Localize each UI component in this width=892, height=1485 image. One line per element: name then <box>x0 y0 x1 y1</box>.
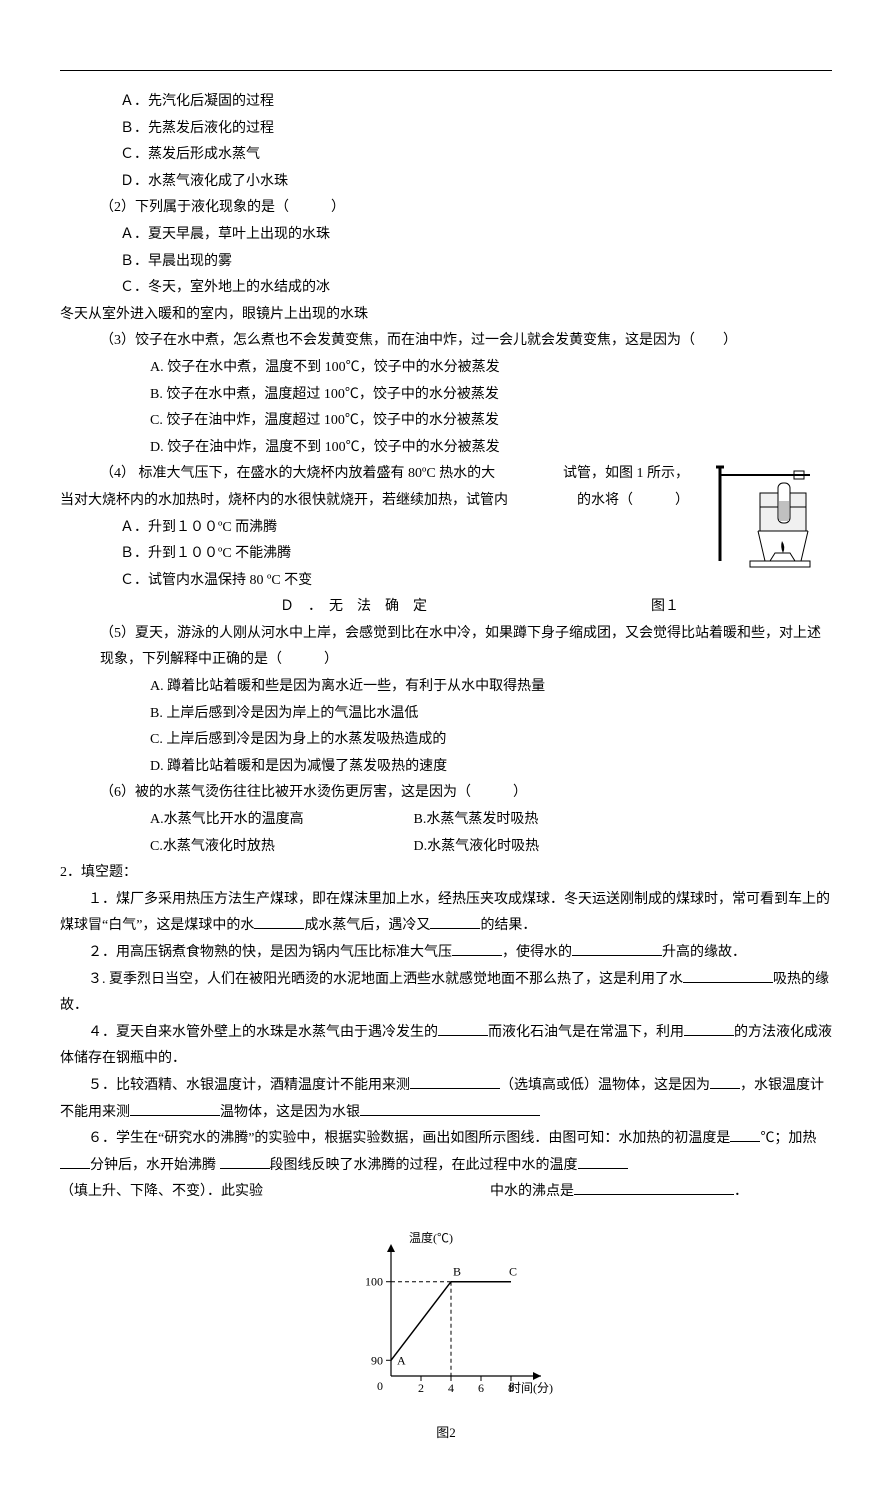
svg-text:B: B <box>453 1265 461 1279</box>
svg-text:C: C <box>509 1265 517 1279</box>
svg-text:100: 100 <box>365 1275 383 1289</box>
fill-5d: 温物体，这是因为水银 <box>220 1105 360 1120</box>
fill-6a: ６．学生在“研究水的沸腾”的实验中，根据实验数据，画出如图所示图线．由图可知：水… <box>88 1131 730 1146</box>
svg-text:A: A <box>397 1353 406 1367</box>
blank[interactable] <box>574 1181 734 1195</box>
svg-text:6: 6 <box>478 1381 484 1395</box>
q5-option-b: B. 上岸后感到冷是因为岸上的气温比水温低 <box>60 701 832 728</box>
q3-stem: （3）饺子在水中煮，怎么煮也不会发黄变焦，而在油中炸，过一会儿就会发黄变焦，这是… <box>60 328 832 355</box>
blank[interactable] <box>684 1022 734 1036</box>
blank[interactable] <box>410 1075 500 1089</box>
q1-option-b: Ｂ．先蒸发后液化的过程 <box>60 116 832 143</box>
blank[interactable] <box>130 1102 220 1116</box>
fill-1b: 成水蒸气后，遇冷又 <box>304 918 430 933</box>
q4-stem-right2: 的水将（ ） <box>577 488 689 515</box>
fill-2a: ２．用高压锅煮食物熟的快，是因为锅内气压比标准大气压 <box>88 945 452 960</box>
blank[interactable] <box>572 942 662 956</box>
fill-4b: 而液化石油气是在常温下，利用 <box>488 1025 684 1040</box>
svg-text:时间(分): 时间(分) <box>509 1381 553 1395</box>
figure-2: 9010024680温度(℃)时间(分)ABC 图2 <box>60 1226 832 1445</box>
fill-1c: 的结果． <box>480 918 536 933</box>
q3-option-d: D. 饺子在油中炸，温度不到 100℃，饺子中的水分被蒸发 <box>60 435 832 462</box>
fill-3: ３. 夏季烈日当空，人们在被阳光晒烫的水泥地面上洒些水就感觉地面不那么热了，这是… <box>60 967 832 1020</box>
q6-option-b: B.水蒸气蒸发时吸热 <box>414 812 539 827</box>
fill-6: ６．学生在“研究水的沸腾”的实验中，根据实验数据，画出如图所示图线．由图可知：水… <box>60 1126 832 1206</box>
blank[interactable] <box>220 1155 270 1169</box>
q6-option-a: A.水蒸气比开水的温度高 <box>150 807 410 834</box>
fill-6e: （填上升、下降、不变）．此实验 <box>60 1184 263 1199</box>
blank[interactable] <box>578 1155 628 1169</box>
q6-options-row2: C.水蒸气液化时放热 D.水蒸气液化时吸热 <box>60 834 832 861</box>
q4-stem-left1: （4） 标准大气压下，在盛水的大烧杯内放着盛有 80ºC 热水的大 <box>60 466 495 481</box>
svg-text:4: 4 <box>448 1381 454 1395</box>
horizontal-rule <box>60 70 832 71</box>
fill-5a: ５．比较酒精、水银温度计，酒精温度计不能用来测 <box>88 1078 410 1093</box>
q5-option-a: A. 蹲着比站着暖和些是因为离水近一些，有利于从水中取得热量 <box>60 674 832 701</box>
q1-option-d: Ｄ．水蒸气液化成了小水珠 <box>60 169 832 196</box>
fill-1: １．煤厂多采用热压方法生产煤球，即在煤沫里加上水，经热压夹攻成煤球．冬天运送刚制… <box>60 887 832 940</box>
fill-6f: 中水的沸点是 <box>490 1184 574 1199</box>
q2-option-b: Ｂ．早晨出现的雾 <box>60 249 832 276</box>
q5-option-d: D. 蹲着比站着暖和是因为减慢了蒸发吸热的速度 <box>60 754 832 781</box>
q6-option-c: C.水蒸气液化时放热 <box>150 834 410 861</box>
blank[interactable] <box>360 1102 540 1116</box>
q4-option-d: Ｄ ． 无 法 确 定 <box>60 594 427 621</box>
blank[interactable] <box>254 915 304 929</box>
blank[interactable] <box>730 1128 760 1142</box>
q2-stem: （2）下列属于液化现象的是（ ） <box>60 195 832 222</box>
blank[interactable] <box>430 915 480 929</box>
blank[interactable] <box>60 1155 90 1169</box>
figure-1-label: 图１ <box>427 594 689 621</box>
fill-heading: 2．填空题： <box>60 860 832 887</box>
test-tube-setup-icon <box>710 461 820 591</box>
svg-text:90: 90 <box>371 1353 383 1367</box>
q6-stem: （6）被的水蒸气烫伤往往比被开水烫伤更厉害，这是因为（ ） <box>60 780 832 807</box>
q5-option-c: C. 上岸后感到冷是因为身上的水蒸发吸热造成的 <box>60 727 832 754</box>
q2-option-c: Ｃ．冬天，室外地上的水结成的冰 <box>60 275 832 302</box>
q4-block: （4） 标准大气压下，在盛水的大烧杯内放着盛有 80ºC 热水的大 试管，如图 … <box>60 461 832 621</box>
q2-option-a: Ａ．夏天早晨，草叶上出现的水珠 <box>60 222 832 249</box>
svg-text:0: 0 <box>377 1379 383 1393</box>
blank[interactable] <box>452 942 502 956</box>
q5-stem: （5）夏天，游泳的人刚从河水中上岸，会感觉到比在水中冷，如果蹲下身子缩成团，又会… <box>60 621 832 674</box>
fill-5b: （选填高或低）温物体，这是因为 <box>500 1078 710 1093</box>
q1-option-c: Ｃ．蒸发后形成水蒸气 <box>60 142 832 169</box>
q4-stem-left2: 当对大烧杯内的水加热时，烧杯内的水很快就烧开，若继续加热，试管内 <box>60 493 508 508</box>
fill-4: ４．夏天自来水管外壁上的水珠是水蒸气由于遇冷发生的而液化石油气是在常温下，利用的… <box>60 1020 832 1073</box>
q3-option-c: C. 饺子在油中炸，温度超过 100℃，饺子中的水分被蒸发 <box>60 408 832 435</box>
q4-option-d-row: Ｄ ． 无 法 确 定 图１ <box>60 594 689 621</box>
fill-6g: ． <box>734 1184 748 1199</box>
q4-stem-right1: 试管，如图 1 所示， <box>563 461 689 488</box>
blank[interactable] <box>438 1022 488 1036</box>
q1-option-a: Ａ．先汽化后凝固的过程 <box>60 89 832 116</box>
q6-options-row1: A.水蒸气比开水的温度高 B.水蒸气蒸发时吸热 <box>60 807 832 834</box>
fill-5: ５．比较酒精、水银温度计，酒精温度计不能用来测（选填高或低）温物体，这是因为，水… <box>60 1073 832 1126</box>
blank[interactable] <box>710 1075 740 1089</box>
fill-3a: ３. 夏季烈日当空，人们在被阳光晒烫的水泥地面上洒些水就感觉地面不那么热了，这是… <box>88 972 683 987</box>
q3-option-a: A. 饺子在水中煮，温度不到 100℃，饺子中的水分被蒸发 <box>60 355 832 382</box>
fill-6b: ℃；加热 <box>760 1131 816 1146</box>
figure-1 <box>697 461 832 602</box>
fill-4a: ４．夏天自来水管外壁上的水珠是水蒸气由于遇冷发生的 <box>88 1025 438 1040</box>
q3-option-b: B. 饺子在水中煮，温度超过 100℃，饺子中的水分被蒸发 <box>60 382 832 409</box>
boiling-chart: 9010024680温度(℃)时间(分)ABC <box>336 1226 556 1406</box>
svg-text:2: 2 <box>418 1381 424 1395</box>
fill-6c: 分钟后，水开始沸腾 <box>90 1158 220 1173</box>
figure-2-label: 图2 <box>60 1421 832 1446</box>
q5-stem-text: （5）夏天，游泳的人刚从河水中上岸，会感觉到比在水中冷，如果蹲下身子缩成团，又会… <box>100 626 821 668</box>
blank[interactable] <box>683 969 773 983</box>
fill-2: ２．用高压锅煮食物熟的快，是因为锅内气压比标准大气压 ，使得水的 升高的缘故． <box>60 940 832 967</box>
svg-text:温度(℃): 温度(℃) <box>409 1230 453 1245</box>
q2-extra-line: 冬天从室外进入暖和的室内，眼镜片上出现的水珠 <box>60 302 832 329</box>
fill-2b: ，使得水的 <box>502 945 572 960</box>
fill-2c: 升高的缘故． <box>662 945 746 960</box>
q6-option-d: D.水蒸气液化时吸热 <box>414 839 540 854</box>
fill-6d: 段图线反映了水沸腾的过程，在此过程中水的温度 <box>270 1158 578 1173</box>
